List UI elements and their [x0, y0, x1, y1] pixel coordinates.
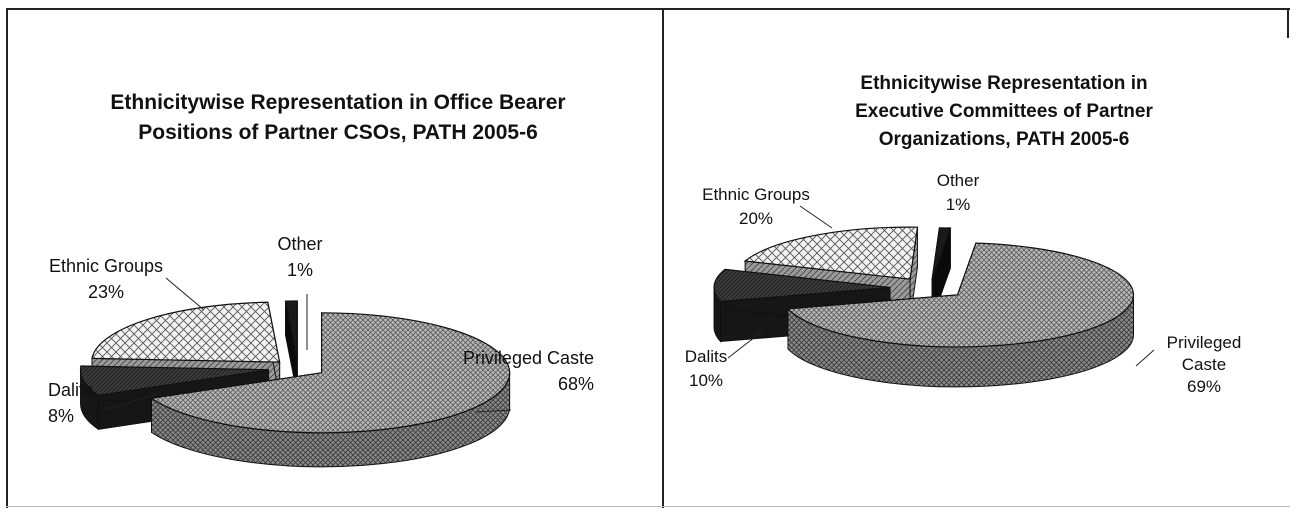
- leader-line: [727, 329, 765, 359]
- slice-value-label: 1%: [287, 260, 313, 280]
- slice-label: Dalits 10%: [685, 329, 765, 390]
- chart-panel-left: Ethnicitywise Representation in Office B…: [8, 10, 662, 506]
- frame-edge: [1287, 8, 1289, 38]
- chart-title-line: Executive Committees of Partner: [855, 101, 1153, 122]
- bottom-rule: [6, 506, 1290, 507]
- slice-value-label: 20%: [739, 209, 773, 228]
- chart-panel-right: Ethnicitywise Representation in Executiv…: [664, 10, 1288, 506]
- chart-title-line: Organizations, PATH 2005-6: [878, 129, 1130, 150]
- slice-category-label: Caste: [1182, 355, 1226, 374]
- leader-line: [799, 205, 833, 229]
- slice-label: Privileged Caste 68%: [463, 348, 594, 413]
- slice-category-label: Dalits: [685, 347, 728, 366]
- slice-value-label: 23%: [88, 282, 124, 302]
- slice-value-label: 8%: [48, 406, 74, 426]
- slice-label: Other 1%: [937, 171, 980, 214]
- slice-value-label: 1%: [946, 195, 971, 214]
- chart-title-line: Ethnicitywise Representation in Office B…: [110, 91, 566, 114]
- slice-value-label: 69%: [1187, 377, 1221, 396]
- slice-label: Dalits 8%: [48, 380, 159, 426]
- leader-line: [103, 393, 159, 411]
- slice-category-label: Ethnic Groups: [702, 185, 810, 204]
- slice-category-label: Dalits: [48, 380, 93, 400]
- slice-category-label: Other: [937, 171, 980, 190]
- slice-category-label: Privileged Caste: [463, 348, 594, 368]
- pie-slice-privileged-caste: [149, 312, 511, 468]
- slice-category-label: Ethnic Groups: [49, 256, 163, 276]
- leader-line: [165, 277, 205, 311]
- leader-line: [475, 409, 512, 413]
- panel-divider: [662, 8, 664, 508]
- chart-title-line: Positions of Partner CSOs, PATH 2005-6: [138, 121, 538, 144]
- slice-label: Ethnic Groups 23%: [49, 256, 205, 311]
- pie-slice-privileged-caste: [786, 242, 1135, 388]
- slice-category-label: Other: [277, 234, 322, 254]
- slice-value-label: 10%: [689, 371, 723, 390]
- pie-chart-right: Privileged Caste 69% Dalits 10% Ethnic Groups…: [685, 171, 1242, 396]
- slice-label: Privileged Caste 69%: [1135, 333, 1242, 396]
- slice-label: Other 1%: [277, 234, 323, 350]
- chart-title-left: Ethnicitywise Representation in Office B…: [28, 88, 648, 148]
- pie-chart-left: Privileged Caste 68% Dalits 8% Ethnic Groups…: [48, 234, 594, 468]
- slice-label: Ethnic Groups 20%: [702, 185, 833, 229]
- leader-line: [1135, 349, 1155, 367]
- pie-slice-other: [284, 300, 298, 396]
- chart-title-line: Ethnicitywise Representation in: [860, 73, 1148, 94]
- figure-frame: [6, 8, 1290, 508]
- slice-category-label: Privileged: [1167, 333, 1242, 352]
- slice-value-label: 68%: [558, 374, 594, 394]
- chart-title-right: Ethnicitywise Representation in Executiv…: [744, 70, 1264, 154]
